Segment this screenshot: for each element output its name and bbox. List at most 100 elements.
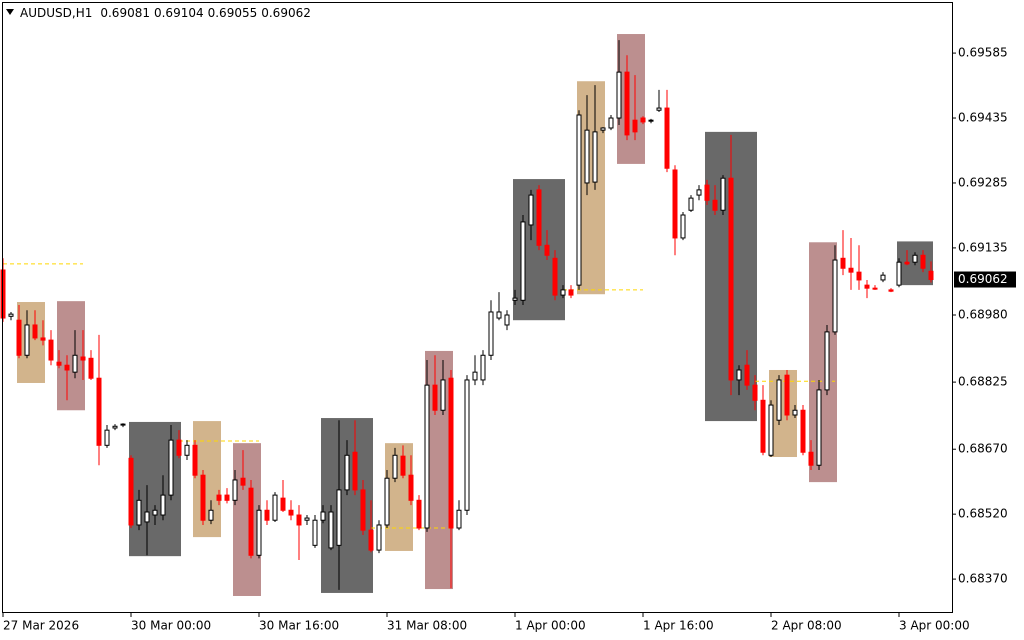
x-tick-label: 2 Apr 08:00 xyxy=(771,619,842,633)
candle-body xyxy=(72,354,78,373)
candle-body xyxy=(592,131,598,183)
candle-body xyxy=(776,379,782,421)
candle-body xyxy=(584,129,590,184)
candle-body xyxy=(832,259,838,333)
low-value: 0.69055 xyxy=(208,6,258,20)
y-tick-label: 0.68980 xyxy=(958,308,1008,322)
range-box xyxy=(809,242,837,483)
candle-body xyxy=(488,311,494,356)
candle-body xyxy=(768,404,774,456)
x-tick-label: 30 Mar 16:00 xyxy=(259,619,339,633)
candle-body xyxy=(208,509,214,521)
menu-triangle[interactable] xyxy=(6,9,14,15)
candle-body xyxy=(680,214,686,239)
candle-body xyxy=(128,457,134,526)
range-box xyxy=(233,443,261,596)
price-tag-label: 0.69062 xyxy=(958,272,1008,286)
candle-body xyxy=(888,289,894,292)
candle-body xyxy=(136,499,142,526)
candle-body xyxy=(512,297,518,301)
range-box xyxy=(193,421,221,538)
chart-header: AUDUSD,H1 0.69081 0.69104 0.69055 0.69062 xyxy=(20,6,311,20)
x-tick-label: 30 Mar 00:00 xyxy=(131,619,211,633)
candle-body xyxy=(760,399,766,453)
x-tick-label: 1 Apr 16:00 xyxy=(643,619,714,633)
candle-body xyxy=(672,169,678,239)
candle-body xyxy=(696,189,702,196)
x-tick-label: 1 Apr 00:00 xyxy=(515,619,586,633)
candle-body xyxy=(32,324,38,339)
candle-body xyxy=(784,374,790,416)
y-tick-label: 0.69285 xyxy=(958,175,1008,189)
candle-body xyxy=(224,494,230,501)
y-tick-label: 0.68520 xyxy=(958,507,1008,521)
candle-body xyxy=(712,199,718,211)
candle-body xyxy=(480,354,486,381)
y-tick-label: 0.68370 xyxy=(958,572,1008,586)
candle-body xyxy=(80,356,86,361)
range-box xyxy=(769,369,797,458)
candle-body xyxy=(192,444,198,476)
candle-body xyxy=(616,71,622,119)
candle-body xyxy=(624,71,630,136)
candle-body xyxy=(496,311,502,319)
range-box xyxy=(617,34,645,164)
candle-body xyxy=(424,384,430,529)
candle-body xyxy=(912,254,918,263)
candle-body xyxy=(904,261,910,265)
y-tick-label: 0.69135 xyxy=(958,240,1008,254)
candle-body xyxy=(152,509,158,516)
candle-body xyxy=(864,284,870,289)
candle-body xyxy=(96,377,102,446)
candle-body xyxy=(504,314,510,326)
y-tick-label: 0.69585 xyxy=(958,46,1008,60)
candle-body xyxy=(376,524,382,551)
candle-body xyxy=(328,511,334,549)
open-value: 0.69081 xyxy=(100,6,150,20)
candle-body xyxy=(144,511,150,523)
candle-body xyxy=(928,270,934,281)
candle-body xyxy=(528,194,534,226)
candle-body xyxy=(880,274,886,281)
candle-body xyxy=(600,127,606,131)
candle-body xyxy=(432,384,438,411)
y-tick-label: 0.68670 xyxy=(958,442,1008,456)
range-box xyxy=(577,81,605,295)
candle-body xyxy=(112,425,118,429)
candle-body xyxy=(720,177,726,211)
candle-body xyxy=(752,384,758,401)
candle-body xyxy=(448,377,454,529)
candle-body xyxy=(176,439,182,456)
candle-body xyxy=(560,289,566,296)
range-box xyxy=(425,350,453,590)
candle-body xyxy=(824,331,830,391)
candle-body xyxy=(104,429,110,446)
candle-body xyxy=(352,451,358,491)
range-box xyxy=(57,301,85,411)
high-value: 0.69104 xyxy=(154,6,204,20)
candle-body xyxy=(304,517,310,521)
candle-body xyxy=(256,509,262,556)
candle-body xyxy=(608,117,614,129)
candle-body xyxy=(368,529,374,551)
candle-body xyxy=(816,389,822,466)
candle-body xyxy=(520,221,526,301)
candle-body xyxy=(440,379,446,411)
candle-body xyxy=(736,369,742,381)
candle-body xyxy=(808,451,814,466)
candle-body xyxy=(344,454,350,491)
candle-body xyxy=(232,479,238,501)
candle-body xyxy=(280,497,286,511)
candle-body xyxy=(856,271,862,281)
candle-body xyxy=(456,509,462,529)
candle-body xyxy=(288,509,294,516)
range-box xyxy=(385,443,413,551)
candle-body xyxy=(472,371,478,381)
candle-body xyxy=(160,494,166,516)
candle-body xyxy=(648,119,654,122)
candle-body xyxy=(240,477,246,486)
candle-body xyxy=(840,257,846,269)
candle-body xyxy=(896,261,902,286)
candle-body xyxy=(40,337,46,341)
